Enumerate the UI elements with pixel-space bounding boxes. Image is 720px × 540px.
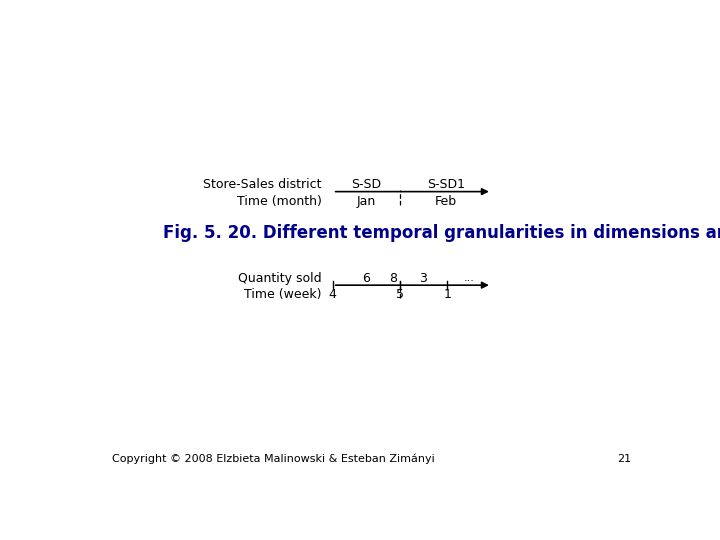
Text: Feb: Feb bbox=[435, 195, 456, 208]
Text: 6: 6 bbox=[362, 272, 370, 285]
Text: Quantity sold: Quantity sold bbox=[238, 272, 322, 285]
Text: 8: 8 bbox=[389, 272, 397, 285]
Text: Time (week): Time (week) bbox=[244, 288, 322, 301]
Text: Jan: Jan bbox=[356, 195, 376, 208]
Text: Time (month): Time (month) bbox=[237, 195, 322, 208]
Text: ...: ... bbox=[464, 273, 475, 283]
Text: Copyright © 2008 Elzbieta Malinowski & Esteban Zimányi: Copyright © 2008 Elzbieta Malinowski & E… bbox=[112, 454, 435, 464]
Text: S-SD1: S-SD1 bbox=[427, 178, 464, 191]
Text: 21: 21 bbox=[617, 454, 631, 464]
Text: 4: 4 bbox=[329, 288, 337, 301]
Text: Store-Sales district: Store-Sales district bbox=[203, 178, 322, 191]
Text: Fig. 5. 20. Different temporal granularities in dimensions and measures: Fig. 5. 20. Different temporal granulari… bbox=[163, 224, 720, 242]
Text: 3: 3 bbox=[420, 272, 428, 285]
Text: 1: 1 bbox=[444, 288, 451, 301]
Text: 5: 5 bbox=[396, 288, 404, 301]
Text: S-SD: S-SD bbox=[351, 178, 382, 191]
